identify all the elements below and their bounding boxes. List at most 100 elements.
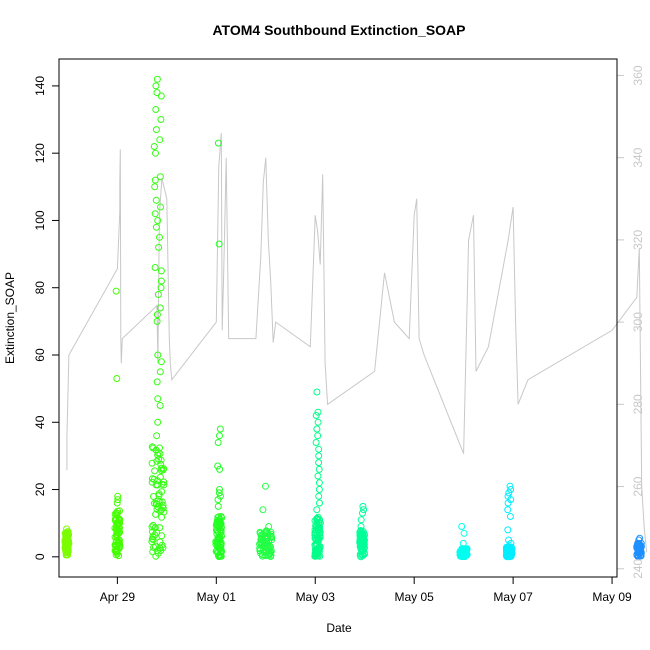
data-point bbox=[214, 502, 222, 510]
data-point bbox=[460, 529, 468, 537]
data-point bbox=[159, 466, 167, 474]
data-point bbox=[504, 492, 512, 500]
series-clusterE bbox=[256, 482, 276, 560]
data-point bbox=[216, 425, 224, 433]
data-point bbox=[154, 481, 162, 489]
data-point bbox=[157, 277, 165, 285]
y-tick-label: 20 bbox=[33, 483, 47, 497]
data-point bbox=[316, 552, 324, 560]
data-point bbox=[637, 549, 645, 557]
data-point bbox=[156, 304, 164, 312]
series-clusterB bbox=[111, 287, 124, 560]
data-point bbox=[312, 439, 320, 446]
data-point bbox=[506, 513, 514, 520]
data-point bbox=[356, 550, 364, 558]
data-point bbox=[153, 528, 160, 536]
data-point bbox=[463, 546, 471, 554]
data-point bbox=[314, 418, 322, 426]
data-point bbox=[359, 509, 366, 517]
data-point bbox=[149, 536, 157, 544]
data-point bbox=[259, 506, 267, 514]
data-point bbox=[151, 176, 159, 184]
data-point bbox=[316, 528, 324, 536]
series-clusterG bbox=[356, 502, 368, 561]
data-point bbox=[260, 546, 267, 553]
x-tick-label: May 07 bbox=[493, 590, 533, 604]
x-axis-label: Date bbox=[326, 621, 352, 635]
data-point bbox=[458, 523, 466, 530]
data-point bbox=[157, 116, 165, 123]
data-point bbox=[258, 534, 266, 542]
y2-tick-label: 280 bbox=[631, 394, 645, 414]
data-point bbox=[315, 459, 323, 467]
secondary-line-layer bbox=[66, 132, 648, 553]
data-point bbox=[264, 551, 272, 559]
y-tick-label: 60 bbox=[33, 348, 47, 362]
data-point bbox=[156, 524, 164, 532]
data-point bbox=[153, 378, 161, 386]
y-tick-label: 100 bbox=[33, 210, 47, 230]
data-point bbox=[114, 492, 122, 500]
data-point bbox=[311, 542, 319, 550]
data-point bbox=[157, 267, 165, 275]
data-point bbox=[459, 539, 467, 547]
data-point bbox=[262, 482, 269, 490]
data-point bbox=[311, 517, 319, 525]
data-point bbox=[216, 432, 223, 440]
data-point bbox=[217, 526, 225, 534]
data-point bbox=[63, 525, 71, 533]
data-point bbox=[214, 462, 222, 470]
x-tick-label: May 09 bbox=[592, 590, 632, 604]
data-point bbox=[360, 506, 368, 514]
data-point bbox=[217, 552, 225, 560]
data-point bbox=[152, 500, 160, 508]
data-point bbox=[215, 513, 223, 521]
data-point bbox=[633, 543, 641, 551]
data-point bbox=[158, 532, 166, 540]
data-point bbox=[151, 467, 159, 475]
chart-title: ATOM4 Southbound Extinction_SOAP bbox=[212, 22, 465, 38]
axes-layer: Apr 29 May 01 May 03 May 05 May 07 May 09 0 20 4… bbox=[33, 65, 645, 604]
data-point bbox=[159, 544, 167, 552]
data-point bbox=[113, 499, 121, 507]
data-point bbox=[112, 538, 120, 546]
data-point bbox=[151, 264, 159, 271]
data-point bbox=[357, 516, 365, 524]
y-tick-label: 40 bbox=[33, 415, 47, 429]
data-point bbox=[313, 506, 321, 514]
data-point bbox=[216, 465, 224, 473]
y2-tick-label: 340 bbox=[631, 147, 645, 167]
secondary-axis-line bbox=[66, 132, 648, 553]
data-point bbox=[152, 196, 160, 204]
series-clusterJ bbox=[633, 534, 645, 561]
x-tick-label: May 05 bbox=[395, 590, 435, 604]
data-point bbox=[506, 543, 514, 551]
data-point bbox=[154, 418, 162, 426]
data-point bbox=[150, 143, 158, 150]
data-point bbox=[257, 545, 264, 553]
data-point bbox=[151, 183, 159, 191]
data-point bbox=[155, 243, 163, 251]
data-point bbox=[215, 533, 223, 541]
data-point bbox=[356, 543, 364, 551]
data-point bbox=[152, 126, 160, 134]
plot-frame bbox=[58, 58, 618, 578]
y2-tick-label: 260 bbox=[631, 476, 645, 496]
data-point bbox=[152, 510, 160, 518]
data-point bbox=[115, 552, 123, 560]
data-point bbox=[62, 535, 70, 543]
data-point bbox=[216, 486, 223, 493]
x-tick-label: Apr 29 bbox=[100, 590, 136, 604]
data-point bbox=[149, 533, 157, 541]
data-point bbox=[153, 432, 161, 440]
data-point bbox=[315, 492, 323, 500]
data-point bbox=[155, 490, 163, 498]
data-point bbox=[312, 412, 320, 419]
y-tick-label: 120 bbox=[33, 143, 47, 163]
data-point bbox=[316, 544, 324, 552]
data-point bbox=[111, 510, 119, 518]
data-point bbox=[505, 550, 513, 558]
data-point bbox=[156, 173, 164, 181]
series-clusterF bbox=[311, 388, 324, 560]
data-point bbox=[359, 502, 367, 510]
